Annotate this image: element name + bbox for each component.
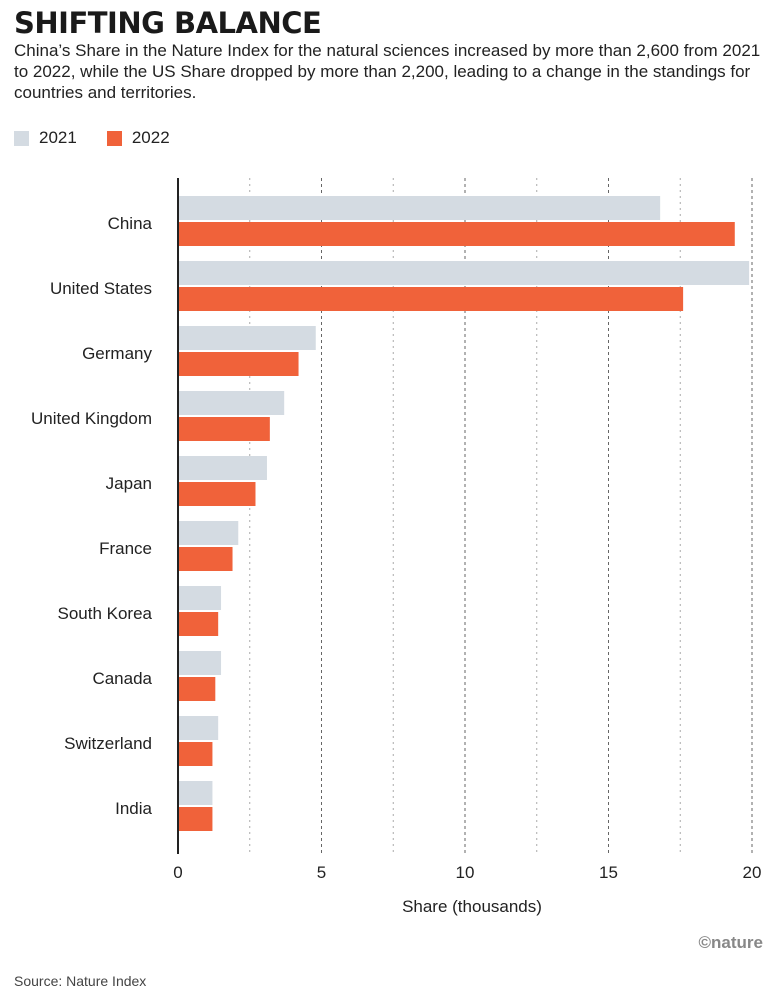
category-label-japan: Japan [106,474,152,493]
bar-united-states-2021 [178,261,750,285]
legend-label-2022: 2022 [131,128,170,147]
legend-swatch-2022 [106,130,122,146]
bar-china-2021 [178,196,661,220]
bar-japan-2022 [178,482,256,506]
chart-title: SHIFTING BALANCE [14,6,322,40]
bar-france-2022 [178,547,233,571]
bar-japan-2021 [178,456,267,480]
bar-south-korea-2021 [178,586,222,610]
bar-united-kingdom-2021 [178,391,285,415]
legend-item-2021: 2021 [14,128,77,148]
x-tick-label-0: 0 [173,863,182,882]
x-tick-label-15: 15 [599,863,618,882]
bar-canada-2021 [178,651,222,675]
bar-united-kingdom-2022 [178,417,270,441]
category-label-switzerland: Switzerland [64,734,152,753]
x-axis-title: Share (thousands) [402,897,542,916]
bar-china-2022 [178,222,735,246]
category-label-south-korea: South Korea [57,604,152,623]
bar-india-2021 [178,781,213,805]
source-note: Source: Nature Index [14,973,147,989]
x-tick-label-10: 10 [456,863,475,882]
nature-credit: ©nature [698,933,763,952]
legend-item-2022: 2022 [106,128,170,148]
bar-switzerland-2022 [178,742,213,766]
category-label-india: India [115,799,152,818]
bar-canada-2022 [178,677,216,701]
bar-germany-2021 [178,326,316,350]
bar-south-korea-2022 [178,612,219,636]
bar-india-2022 [178,807,213,831]
category-label-germany: Germany [82,344,152,363]
category-label-france: France [99,539,152,558]
bar-germany-2022 [178,352,299,376]
legend: 2021 2022 [14,128,200,148]
bar-united-states-2022 [178,287,684,311]
x-tick-label-5: 5 [317,863,326,882]
category-label-united-kingdom: United Kingdom [31,409,152,428]
bar-switzerland-2021 [178,716,219,740]
category-label-united-states: United States [50,279,152,298]
category-label-china: China [108,214,153,233]
legend-swatch-2021 [14,130,29,146]
bar-france-2021 [178,521,239,545]
legend-label-2021: 2021 [39,128,77,147]
x-tick-label-20: 20 [743,863,762,882]
category-label-canada: Canada [92,669,152,688]
chart-subtitle: China’s Share in the Nature Index for th… [14,41,761,102]
